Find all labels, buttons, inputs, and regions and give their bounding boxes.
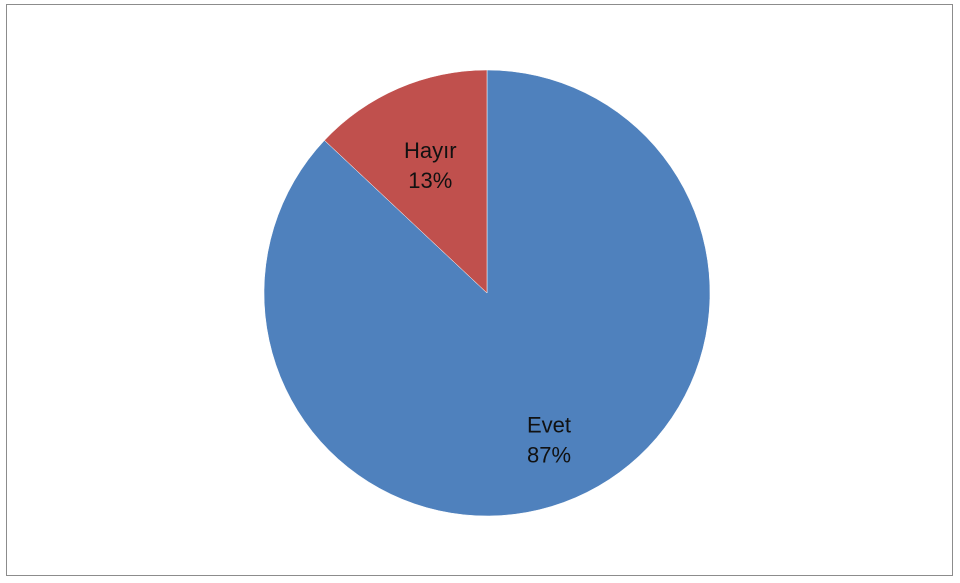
slice-value-label: 87%	[527, 442, 571, 467]
pie-slices	[263, 69, 711, 517]
slice-value-label: 13%	[408, 168, 452, 193]
pie-slice-hay-r	[324, 69, 488, 294]
pie-labels: Evet 87% Hayır 13%	[404, 138, 571, 467]
slice-name-label: Evet	[527, 412, 571, 437]
slice-name-label: Hayır	[404, 138, 457, 163]
